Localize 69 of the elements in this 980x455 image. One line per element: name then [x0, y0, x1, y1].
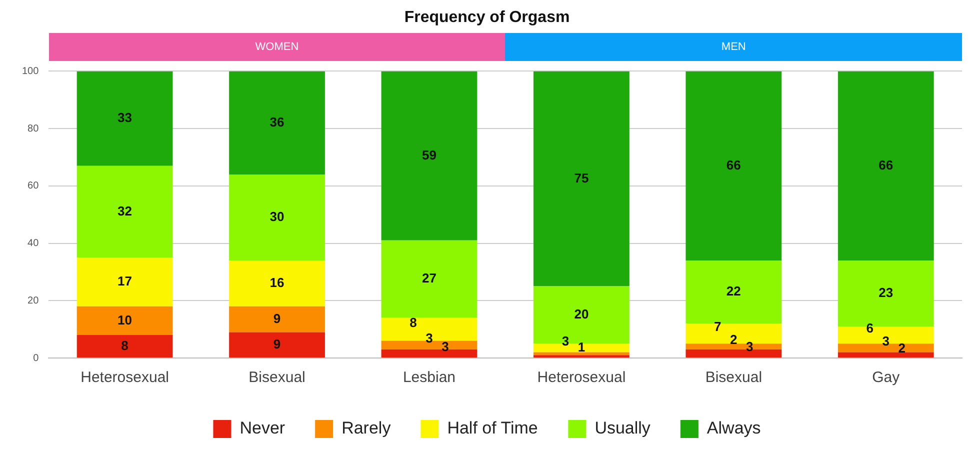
bar	[76, 258, 173, 306]
bar	[76, 306, 173, 336]
data-label: 2	[730, 332, 738, 348]
data-label: 9	[273, 336, 281, 352]
data-label: 66	[878, 157, 894, 172]
y-tick-label: 60	[28, 180, 40, 192]
x-tick-label: Bisexual	[705, 369, 762, 386]
legend-label: Rarely	[342, 418, 392, 438]
data-label: 3	[442, 339, 449, 354]
bar	[838, 71, 934, 260]
bar	[229, 71, 325, 174]
legend-label: Always	[706, 418, 761, 438]
data-label: 2	[898, 340, 906, 356]
data-label: 7	[714, 319, 722, 334]
bar	[76, 335, 173, 358]
data-label: 16	[270, 275, 284, 290]
data-label: 9	[273, 310, 281, 326]
y-tick-label: 100	[22, 66, 40, 77]
bar	[229, 332, 325, 358]
x-tick-label: Lesbian	[402, 369, 456, 386]
chart-title: Frequency of Orgasm	[404, 9, 570, 26]
data-label: 23	[878, 285, 894, 300]
bar	[76, 71, 173, 166]
data-label: 3	[746, 339, 754, 354]
data-label: 6	[866, 320, 874, 336]
data-label: 22	[726, 284, 741, 299]
bar	[381, 71, 478, 240]
data-label: 3	[426, 330, 433, 346]
x-tick-label: Heterosexual	[80, 369, 169, 386]
data-label: 20	[574, 306, 589, 322]
data-label: 33	[118, 110, 132, 126]
bar	[381, 240, 478, 318]
bar	[76, 166, 173, 258]
data-label: 10	[118, 312, 132, 328]
data-label: 8	[410, 314, 417, 330]
x-tick-label: Bisexual	[248, 369, 306, 386]
y-tick-label: 20	[28, 295, 40, 306]
data-label: 3	[882, 334, 890, 349]
data-label: 66	[726, 157, 741, 172]
data-label: 3	[562, 334, 570, 349]
bar	[229, 260, 325, 306]
y-tick-label: 0	[33, 352, 40, 364]
legend-label: Usually	[594, 418, 651, 438]
bar	[686, 260, 782, 324]
data-label: 1	[578, 339, 586, 354]
text: MEN	[505, 33, 962, 62]
bar	[838, 352, 934, 358]
bar	[534, 286, 630, 344]
bar	[229, 306, 325, 332]
legend-label: Never	[240, 418, 286, 438]
bar	[381, 318, 478, 341]
data-label: 27	[422, 270, 436, 286]
bar	[229, 174, 325, 260]
data-label: 8	[121, 338, 128, 353]
y-tick-label: 40	[28, 238, 40, 250]
bar	[686, 71, 782, 260]
bar	[534, 71, 630, 286]
data-label: 36	[270, 114, 284, 130]
legend-label: Half of Time	[447, 418, 538, 438]
data-label: 17	[118, 274, 132, 289]
bar	[686, 344, 782, 350]
x-tick-label: Heterosexual	[537, 369, 626, 386]
data-label: 75	[574, 170, 589, 186]
text: WOMEN	[48, 33, 506, 62]
y-tick-label: 80	[28, 123, 40, 134]
data-label: 30	[270, 209, 284, 224]
data-label: 59	[422, 147, 436, 162]
data-label: 32	[118, 203, 132, 218]
x-tick-label: Gay	[872, 369, 900, 386]
